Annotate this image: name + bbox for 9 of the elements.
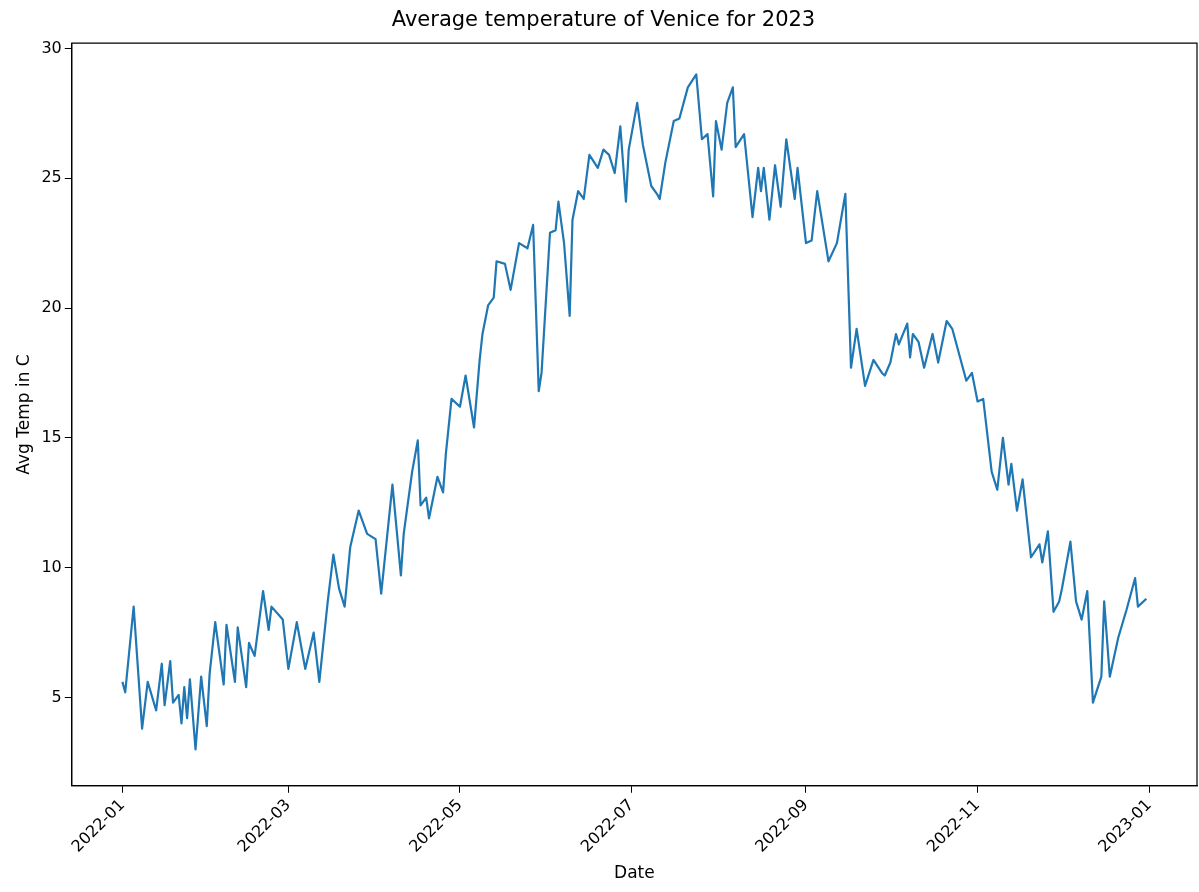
y-tick-label: 10	[41, 556, 62, 576]
y-axis-title: Avg Temp in C	[12, 354, 33, 475]
x-axis-title: Date	[614, 862, 655, 883]
chart-title: Average temperature of Venice for 2023	[391, 7, 816, 32]
y-tick-label: 20	[41, 297, 62, 317]
y-tick-label: 15	[41, 427, 62, 446]
y-tick-label: 25	[41, 167, 62, 187]
y-tick-label: 5	[51, 686, 62, 706]
y-tick-label: 30	[41, 37, 62, 57]
